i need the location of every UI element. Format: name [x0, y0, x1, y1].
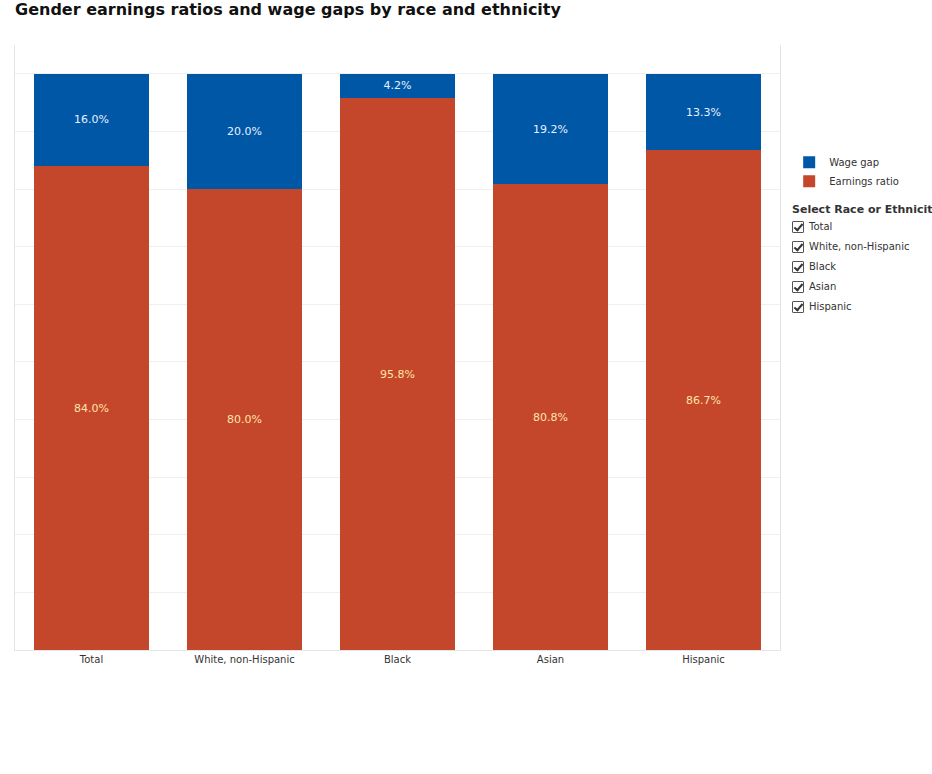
svg-text:Total: Total	[79, 654, 103, 665]
html-text:Asian: Asian	[809, 281, 837, 292]
svg-text:16.0%: 16.0%	[74, 113, 109, 126]
svg-text:4.2%: 4.2%	[384, 79, 412, 92]
svg-text:White, non-Hispanic: White, non-Hispanic	[194, 654, 294, 665]
svg-text:Black: Black	[384, 654, 411, 665]
svg-text:80.0%: 80.0%	[227, 413, 262, 426]
svg-text:Hispanic: Hispanic	[682, 654, 725, 665]
svg-text:19.2%: 19.2%	[533, 123, 568, 136]
svg-text:84.0%: 84.0%	[74, 402, 109, 415]
html-text:White, non-Hispanic: White, non-Hispanic	[809, 241, 910, 252]
svg-text:13.3%: 13.3%	[686, 106, 721, 119]
svg-text:Asian: Asian	[537, 654, 564, 665]
svg-text:86.7%: 86.7%	[686, 394, 721, 407]
html-text:Black: Black	[809, 261, 837, 272]
html-text:Hispanic: Hispanic	[809, 301, 852, 312]
svg-text:Gender earnings ratios and wag: Gender earnings ratios and wage gaps by …	[15, 0, 562, 19]
svg-text:Wage gap: Wage gap	[829, 157, 879, 168]
svg-text:95.8%: 95.8%	[380, 368, 415, 381]
svg-text:20.0%: 20.0%	[227, 125, 262, 138]
html-text:Total: Total	[809, 221, 833, 232]
svg-text:Earnings ratio: Earnings ratio	[829, 176, 899, 187]
svg-text:80.8%: 80.8%	[533, 411, 568, 424]
